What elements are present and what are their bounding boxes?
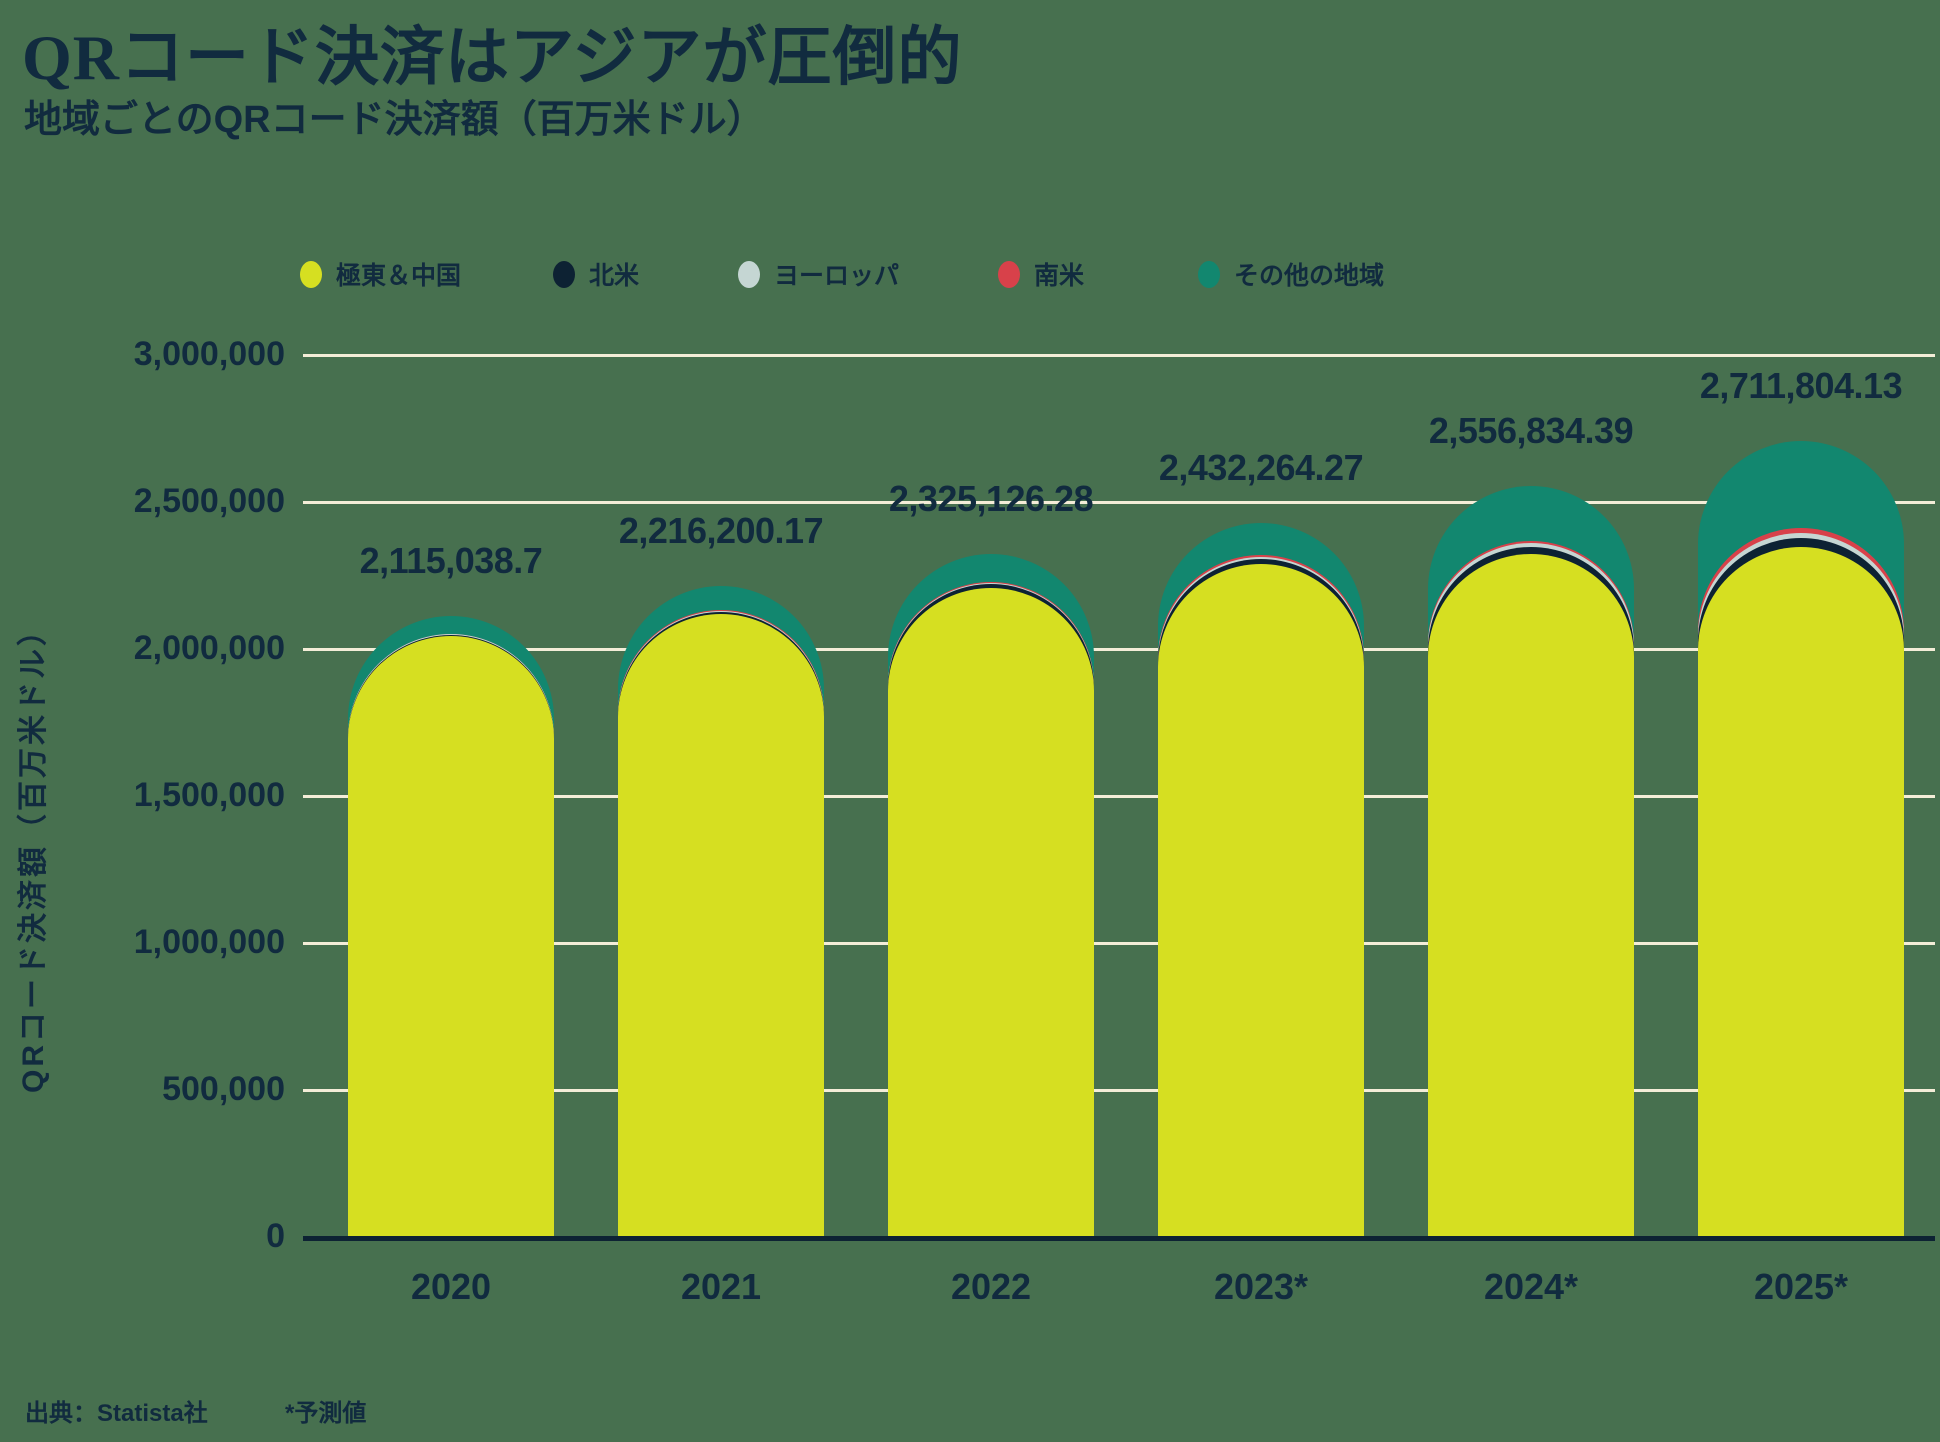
gridline: [303, 648, 1935, 651]
gridline: [303, 354, 1935, 357]
legend-dot-icon: [553, 260, 575, 288]
bar-segment-極東＆中国: [1698, 546, 1904, 1238]
x-tick-label: 2021: [680, 1266, 762, 1307]
bar-segment-極東＆中国: [888, 587, 1094, 1238]
y-tick-label: 500,000: [162, 1070, 285, 1108]
legend-item: 北米: [553, 258, 639, 290]
footer: 出典：Statista社 *予測値: [0, 1393, 1940, 1433]
bar-value-label: 2,432,264.27: [1158, 446, 1364, 488]
x-tick-label: 2024*: [1483, 1266, 1579, 1307]
bar-value-label: 2,711,804.13: [1699, 364, 1903, 406]
legend-dot-icon: [998, 260, 1020, 288]
y-tick-label: 1,500,000: [133, 776, 285, 814]
x-tick-label: 2022: [950, 1266, 1032, 1307]
x-axis-line: [303, 1236, 1935, 1241]
legend-item: ヨーロッパ: [738, 258, 899, 290]
x-tick-label: 2020: [410, 1266, 492, 1307]
gridline: [303, 501, 1935, 504]
gridline: [303, 795, 1935, 798]
forecast-note: *予測値: [285, 1400, 367, 1427]
legend-dot-icon: [300, 260, 322, 288]
legend-label: 北米: [589, 262, 640, 290]
legend-item: 南米: [998, 258, 1084, 290]
bar-value-label: 2,556,834.39: [1428, 410, 1634, 452]
plot-area: 2,115,038.7 2,216,200.17 2,325,126.28 2,432…: [303, 354, 1935, 1238]
bar-segment-極東＆中国: [348, 636, 554, 1238]
legend-label: 南米: [1034, 262, 1085, 290]
y-axis-labels: 0 500,000 1,000,000 1,500,000 2,000,000 2,500…: [0, 335, 285, 1255]
page-subtitle: 地域ごとのQRコード決済額（百万米ドル）: [24, 99, 765, 141]
legend-dot-icon: [1198, 260, 1220, 288]
y-tick-label: 3,000,000: [133, 335, 285, 373]
x-tick-label: 2025*: [1753, 1266, 1849, 1307]
bar-segment-極東＆中国: [1428, 553, 1634, 1238]
bar-segment-極東＆中国: [618, 614, 824, 1238]
gridline: [303, 942, 1935, 945]
bar-segment-極東＆中国: [1158, 564, 1364, 1238]
legend: 極東＆中国 北米 ヨーロッパ 南米 その他の地域: [0, 258, 1940, 294]
y-tick-label: 2,500,000: [133, 482, 285, 520]
bar-value-label: 2,115,038.7: [359, 540, 543, 582]
x-tick-label: 2023*: [1213, 1266, 1309, 1307]
y-tick-label: 2,000,000: [133, 629, 285, 667]
legend-item: 極東＆中国: [300, 258, 461, 290]
page-title: QRコード決済はアジアが圧倒的: [22, 22, 963, 93]
legend-label: 極東＆中国: [336, 262, 462, 290]
x-axis-labels: 2020 2021 2022 2023* 2024* 2025*: [303, 1266, 1935, 1316]
y-tick-label: 0: [266, 1217, 285, 1255]
legend-item: その他の地域: [1198, 258, 1384, 290]
legend-label: ヨーロッパ: [774, 262, 900, 290]
bar-value-label: 2,216,200.17: [618, 510, 824, 552]
y-tick-label: 1,000,000: [133, 923, 285, 961]
source-text: 出典：Statista社: [25, 1400, 208, 1427]
bar-value-label: 2,325,126.28: [888, 478, 1094, 520]
gridline: [303, 1089, 1935, 1092]
legend-label: その他の地域: [1234, 262, 1385, 290]
legend-dot-icon: [738, 260, 760, 288]
